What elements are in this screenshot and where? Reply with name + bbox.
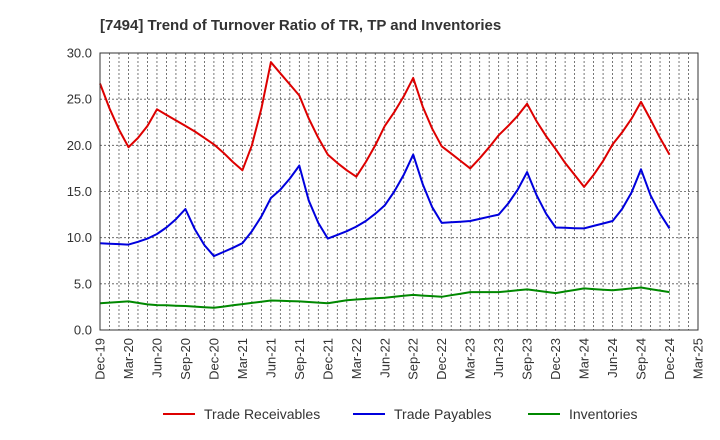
trade-payables-line <box>99 153 671 258</box>
x-tick-label: Dec-19 <box>93 338 108 380</box>
x-tick-label: Sep-24 <box>634 338 649 380</box>
chart-title: [7494] Trend of Turnover Ratio of TR, TP… <box>100 17 501 34</box>
y-tick-label: 5.0 <box>74 276 92 291</box>
x-tick-label: Jun-21 <box>263 338 278 378</box>
x-tick-label: Sep-23 <box>520 338 535 380</box>
legend: Trade Receivables Trade Payables Inventori… <box>163 406 637 422</box>
y-tick-label: 10.0 <box>67 230 92 245</box>
x-tick-label: Dec-22 <box>434 338 449 380</box>
x-tick-label: Jun-22 <box>377 338 392 378</box>
plot-frame <box>99 52 699 331</box>
x-tick-label: Sep-22 <box>406 338 421 380</box>
inventories-legend-label: Inventories <box>569 406 637 422</box>
x-axis: Dec-19 Mar-20 Jun-20 Sep-20 Dec-20 Mar-21 Jun-… <box>93 338 706 380</box>
x-tick-label: Mar-24 <box>577 338 592 379</box>
y-tick-label: 25.0 <box>67 92 92 107</box>
trade-payables-legend-label: Trade Payables <box>394 406 492 422</box>
x-tick-label: Dec-24 <box>662 338 677 380</box>
x-tick-label: Jun-23 <box>491 338 506 378</box>
x-tick-label: Mar-22 <box>349 338 364 379</box>
x-tick-label: Dec-21 <box>320 338 335 380</box>
y-tick-label: 20.0 <box>67 138 92 153</box>
x-tick-label: Mar-25 <box>691 338 706 379</box>
y-tick-label: 30.0 <box>67 46 92 61</box>
y-tick-label: 15.0 <box>67 184 92 199</box>
x-tick-label: Sep-20 <box>178 338 193 380</box>
inventories-line <box>99 286 670 309</box>
x-tick-label: Jun-24 <box>605 338 620 378</box>
x-tick-label: Mar-20 <box>121 338 136 379</box>
series-lines <box>99 61 671 309</box>
x-tick-label: Mar-21 <box>235 338 250 379</box>
y-tick-label: 0.0 <box>74 323 92 338</box>
trade-receivables-legend-label: Trade Receivables <box>204 406 320 422</box>
x-tick-label: Dec-20 <box>206 338 221 380</box>
x-tick-label: Jun-20 <box>149 338 164 378</box>
x-tick-label: Mar-23 <box>463 338 478 379</box>
grid <box>100 53 698 330</box>
trade-receivables-line <box>99 61 671 188</box>
y-axis: 0.0 5.0 10.0 15.0 20.0 25.0 30.0 <box>67 46 92 338</box>
x-tick-label: Sep-21 <box>292 338 307 380</box>
x-tick-label: Dec-23 <box>548 338 563 380</box>
